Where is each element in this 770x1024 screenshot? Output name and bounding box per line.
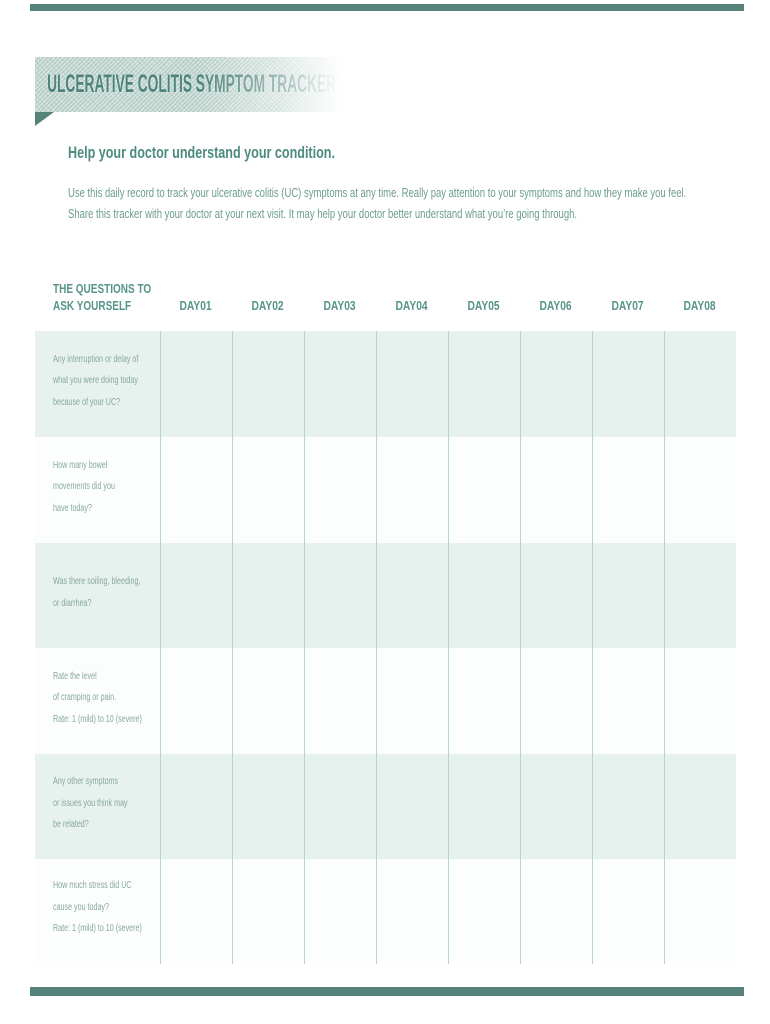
day-cell[interactable] — [520, 648, 592, 754]
day03-header: DAY03 — [323, 299, 357, 313]
column-divider — [304, 331, 305, 964]
day-cell[interactable] — [448, 859, 520, 962]
column-divider — [520, 331, 521, 964]
ribbon-fold — [35, 112, 54, 126]
day-cell[interactable] — [160, 754, 232, 859]
title-banner: ULCERATIVE COLITIS SYMPTOM TRACKER — [35, 57, 345, 112]
day07-header: DAY07 — [611, 299, 645, 313]
table-row: How many bowel movements did you have to… — [35, 437, 736, 543]
day-cell[interactable] — [376, 754, 448, 859]
day-cell[interactable] — [376, 648, 448, 754]
day-cell[interactable] — [304, 543, 376, 648]
day-cell[interactable] — [520, 437, 592, 543]
column-divider — [376, 331, 377, 964]
day-cell[interactable] — [520, 859, 592, 962]
question-cell: Rate the level of cramping or pain. Rate… — [53, 669, 142, 725]
table-row: Any interruption or delay of what you we… — [35, 331, 736, 437]
day01-header: DAY01 — [179, 299, 213, 313]
day06-header: DAY06 — [539, 299, 573, 313]
column-divider — [592, 331, 593, 964]
day-cell[interactable] — [448, 331, 520, 437]
day-cell[interactable] — [592, 754, 664, 859]
intro-line-1: Use this daily record to track your ulce… — [68, 186, 687, 200]
day05-header: DAY05 — [467, 299, 501, 313]
day-cell[interactable] — [232, 859, 304, 962]
day-cell[interactable] — [304, 754, 376, 859]
day-cell[interactable] — [664, 754, 736, 859]
day-cell[interactable] — [232, 331, 304, 437]
column-divider — [160, 331, 161, 964]
column-divider — [448, 331, 449, 964]
adjacent-page-bottom-bar — [30, 987, 744, 996]
page-title: ULCERATIVE COLITIS SYMPTOM TRACKER — [47, 70, 337, 98]
day-cell[interactable] — [448, 754, 520, 859]
day-cell[interactable] — [376, 543, 448, 648]
question-cell: Was there soiling, bleeding, or diarrhea… — [53, 575, 141, 609]
day02-header: DAY02 — [251, 299, 285, 313]
day-cell[interactable] — [520, 754, 592, 859]
question-cell: How much stress did UC cause you today? … — [53, 879, 142, 935]
day-cell[interactable] — [232, 437, 304, 543]
day-cell[interactable] — [304, 331, 376, 437]
day-cell[interactable] — [376, 859, 448, 962]
day-cell[interactable] — [160, 437, 232, 543]
day-cell[interactable] — [520, 543, 592, 648]
day-cell[interactable] — [304, 437, 376, 543]
question-cell: How many bowel movements did you have to… — [53, 458, 115, 514]
day-cell[interactable] — [304, 648, 376, 754]
day-cell[interactable] — [520, 331, 592, 437]
day-cell[interactable] — [664, 331, 736, 437]
table-row: Rate the level of cramping or pain. Rate… — [35, 648, 736, 754]
day-cell[interactable] — [664, 859, 736, 962]
day-cell[interactable] — [592, 859, 664, 962]
day-cell[interactable] — [376, 331, 448, 437]
day08-header: DAY08 — [683, 299, 717, 313]
day-cell[interactable] — [448, 648, 520, 754]
day-cell[interactable] — [160, 648, 232, 754]
intro-line-2: Share this tracker with your doctor at y… — [68, 207, 578, 221]
day-cell[interactable] — [232, 543, 304, 648]
intro-paragraph: Use this daily record to track your ulce… — [68, 183, 770, 225]
questions-column-header: THE QUESTIONS TO ASK YOURSELF — [53, 282, 152, 313]
day-cell[interactable] — [232, 648, 304, 754]
question-cell: Any other symptoms or issues you think m… — [53, 775, 128, 831]
day-cell[interactable] — [448, 543, 520, 648]
day-cell[interactable] — [448, 437, 520, 543]
day-cell[interactable] — [232, 754, 304, 859]
day-cell[interactable] — [376, 437, 448, 543]
day-cell[interactable] — [592, 543, 664, 648]
day-cell[interactable] — [592, 437, 664, 543]
intro-heading: Help your doctor understand your conditi… — [68, 143, 335, 162]
symptom-table: Any interruption or delay of what you we… — [35, 331, 736, 964]
question-cell: Any interruption or delay of what you we… — [53, 352, 139, 408]
day-cell[interactable] — [592, 331, 664, 437]
day-cell[interactable] — [664, 437, 736, 543]
table-row: How much stress did UC cause you today? … — [35, 859, 736, 962]
column-divider — [664, 331, 665, 964]
table-row: Was there soiling, bleeding, or diarrhea… — [35, 543, 736, 648]
adjacent-page-top-bar — [30, 4, 744, 11]
day-cell[interactable] — [304, 859, 376, 962]
day-cell[interactable] — [160, 859, 232, 962]
day04-header: DAY04 — [395, 299, 429, 313]
day-cell[interactable] — [592, 648, 664, 754]
day-cell[interactable] — [664, 543, 736, 648]
table-row: Any other symptoms or issues you think m… — [35, 754, 736, 859]
day-cell[interactable] — [160, 543, 232, 648]
day-cell[interactable] — [664, 648, 736, 754]
column-divider — [232, 331, 233, 964]
day-cell[interactable] — [160, 331, 232, 437]
